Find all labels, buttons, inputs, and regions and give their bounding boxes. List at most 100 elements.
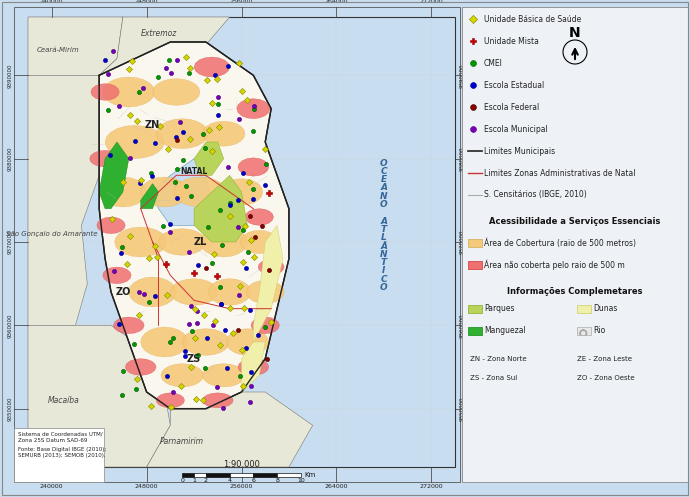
Point bbox=[114, 102, 125, 110]
Text: Extremoz: Extremoz bbox=[140, 29, 177, 38]
Point bbox=[206, 99, 217, 107]
Point bbox=[170, 133, 181, 141]
Point bbox=[248, 185, 259, 193]
Text: 272000: 272000 bbox=[420, 484, 443, 489]
Point bbox=[208, 250, 219, 258]
Point bbox=[227, 329, 238, 337]
Text: Macaíba: Macaíba bbox=[48, 396, 79, 405]
Point bbox=[248, 105, 259, 113]
Point bbox=[102, 70, 113, 78]
Point bbox=[190, 334, 201, 342]
Point bbox=[130, 137, 141, 145]
Point bbox=[265, 318, 276, 326]
Text: 1: 1 bbox=[192, 478, 196, 483]
Point bbox=[115, 249, 126, 257]
Point bbox=[197, 396, 208, 404]
Bar bbox=[468, 305, 482, 313]
Point bbox=[133, 88, 144, 96]
Point bbox=[262, 355, 273, 363]
Polygon shape bbox=[28, 17, 123, 76]
Point bbox=[174, 118, 185, 126]
Text: 9370000: 9370000 bbox=[8, 230, 13, 254]
Point bbox=[181, 182, 192, 190]
Point bbox=[201, 76, 213, 84]
Point bbox=[172, 56, 183, 64]
Point bbox=[209, 317, 220, 325]
Point bbox=[143, 254, 154, 262]
Polygon shape bbox=[208, 279, 251, 305]
Point bbox=[263, 266, 274, 274]
Text: 248000: 248000 bbox=[135, 484, 159, 489]
Point bbox=[212, 272, 223, 280]
Point bbox=[178, 156, 189, 164]
Polygon shape bbox=[246, 280, 284, 304]
Text: 9380000: 9380000 bbox=[460, 147, 465, 171]
Bar bbox=[230, 473, 253, 477]
Text: Escola Federal: Escola Federal bbox=[484, 102, 540, 111]
Point bbox=[103, 106, 114, 114]
Point bbox=[124, 65, 135, 73]
Point bbox=[235, 372, 246, 380]
Point bbox=[106, 215, 117, 223]
Polygon shape bbox=[194, 142, 224, 175]
Point bbox=[215, 300, 226, 308]
Polygon shape bbox=[245, 209, 273, 225]
Point bbox=[184, 320, 195, 328]
Text: Dunas: Dunas bbox=[593, 304, 618, 313]
Point bbox=[186, 327, 197, 335]
Point bbox=[241, 263, 252, 271]
Text: Sistema de Coordenadas UTM/
Zona 25S Datum SAD-69: Sistema de Coordenadas UTM/ Zona 25S Dat… bbox=[18, 432, 103, 443]
Polygon shape bbox=[253, 225, 283, 342]
Point bbox=[202, 223, 213, 231]
Point bbox=[244, 178, 255, 186]
Text: 240000: 240000 bbox=[40, 0, 63, 4]
Point bbox=[171, 165, 182, 173]
Point bbox=[149, 139, 160, 147]
Point bbox=[139, 290, 150, 298]
Text: 4: 4 bbox=[228, 478, 232, 483]
Point bbox=[166, 69, 177, 77]
Text: Escola Estadual: Escola Estadual bbox=[484, 81, 544, 89]
Point bbox=[178, 128, 189, 136]
Point bbox=[157, 222, 168, 230]
Point bbox=[200, 364, 211, 372]
Point bbox=[131, 375, 142, 383]
Polygon shape bbox=[99, 177, 146, 207]
Point bbox=[135, 175, 146, 183]
Polygon shape bbox=[105, 125, 164, 159]
Point bbox=[214, 206, 225, 214]
Polygon shape bbox=[91, 83, 119, 100]
Polygon shape bbox=[174, 177, 226, 207]
Polygon shape bbox=[156, 393, 184, 408]
Polygon shape bbox=[90, 150, 121, 167]
Point bbox=[221, 364, 233, 372]
Point bbox=[125, 232, 136, 240]
Point bbox=[152, 74, 164, 82]
Point bbox=[108, 47, 119, 55]
Point bbox=[260, 160, 271, 168]
Bar bbox=[468, 327, 482, 334]
Text: 256000: 256000 bbox=[230, 0, 253, 4]
Point bbox=[198, 130, 209, 138]
Point bbox=[248, 253, 259, 261]
Polygon shape bbox=[258, 259, 284, 274]
Polygon shape bbox=[226, 329, 269, 355]
Polygon shape bbox=[152, 159, 212, 225]
Polygon shape bbox=[156, 119, 208, 149]
Point bbox=[124, 155, 135, 163]
Point bbox=[233, 196, 244, 204]
Text: 9360000: 9360000 bbox=[8, 313, 13, 337]
Text: ZS: ZS bbox=[187, 354, 201, 364]
Point bbox=[212, 383, 223, 391]
Point bbox=[161, 260, 172, 268]
Text: 2: 2 bbox=[204, 478, 208, 483]
Text: Ceará-Mirim: Ceará-Mirim bbox=[37, 47, 79, 53]
Point bbox=[126, 57, 137, 65]
Point bbox=[198, 312, 209, 320]
Point bbox=[468, 125, 479, 133]
Polygon shape bbox=[99, 142, 129, 209]
Polygon shape bbox=[97, 217, 126, 234]
Text: Área de Cobertura (raio de 500 metros): Área de Cobertura (raio de 500 metros) bbox=[484, 238, 636, 248]
Polygon shape bbox=[159, 229, 206, 255]
Text: N: N bbox=[569, 26, 581, 40]
